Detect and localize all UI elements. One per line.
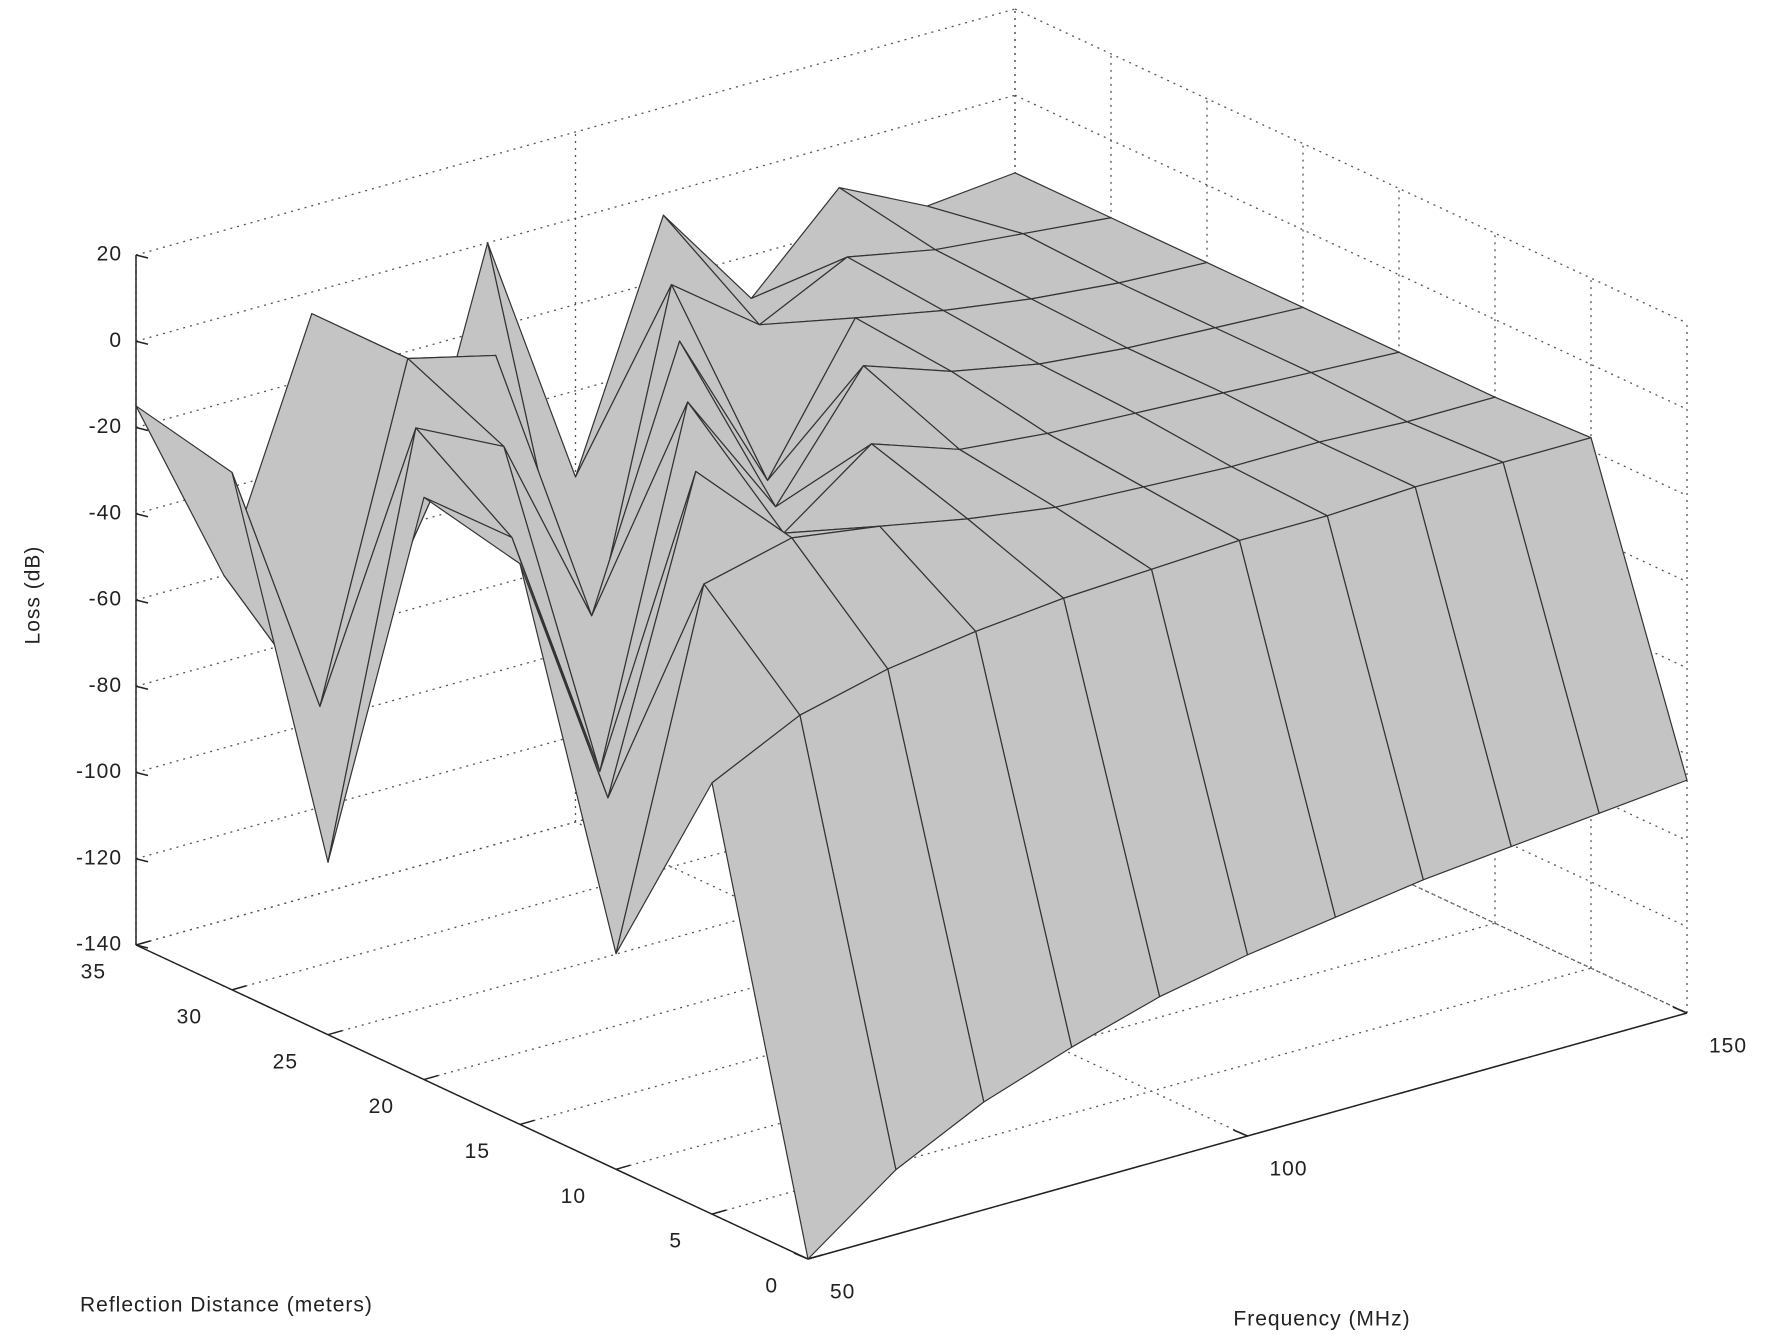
y-tick-label: 20 — [369, 1095, 394, 1118]
z-tick — [135, 254, 149, 259]
y-tick-label: 30 — [177, 1005, 202, 1028]
x-tick-label: 100 — [1270, 1158, 1308, 1181]
y-tick-label: 5 — [669, 1230, 682, 1253]
grid-line — [135, 267, 1016, 515]
z-tick — [135, 858, 149, 863]
z-tick-label: -100 — [76, 760, 122, 783]
z-axis-label: Loss (dB) — [22, 546, 45, 645]
grid-line — [135, 180, 1016, 429]
x-tick — [1233, 1129, 1248, 1137]
x-tick — [1672, 1006, 1688, 1014]
y-tick — [519, 1119, 535, 1126]
y-tick — [135, 940, 151, 946]
x-axis-label: Frequency (MHz) — [1233, 1308, 1410, 1331]
z-tick-label: -60 — [89, 588, 122, 611]
y-axis — [135, 944, 809, 1260]
z-tick — [135, 685, 149, 690]
z-tick — [135, 771, 149, 777]
x-tick-label: 150 — [1709, 1035, 1747, 1058]
grid-line — [231, 743, 1112, 991]
y-axis-label: Reflection Distance (meters) — [80, 1294, 373, 1317]
z-tick — [135, 340, 149, 345]
y-tick — [327, 1029, 343, 1036]
z-tick-label: -20 — [89, 415, 122, 438]
z-tick-label: -140 — [76, 933, 122, 956]
z-tick-label: -40 — [89, 501, 122, 524]
surface-patch — [711, 714, 897, 1260]
y-tick-label: 10 — [561, 1185, 586, 1208]
grid-line — [711, 967, 1592, 1215]
z-tick-label: -120 — [76, 846, 122, 869]
y-tick — [807, 1254, 823, 1260]
y-tick-label: 35 — [81, 961, 106, 984]
z-tick — [135, 944, 149, 949]
z-tick-label: 0 — [109, 329, 122, 352]
y-tick-label: 15 — [465, 1140, 490, 1163]
z-tick — [135, 599, 149, 604]
y-tick — [615, 1164, 631, 1171]
y-tick — [231, 985, 247, 991]
y-tick-label: 0 — [765, 1275, 778, 1298]
y-tick — [711, 1209, 727, 1215]
y-tick — [423, 1074, 439, 1081]
grid-line — [135, 698, 1016, 946]
y-tick-label: 25 — [273, 1050, 298, 1073]
z-tick — [135, 426, 149, 432]
x-tick — [793, 1252, 809, 1260]
grid-line — [135, 8, 1016, 256]
x-tick-label: 50 — [830, 1281, 855, 1304]
z-tick-label: -80 — [89, 674, 122, 697]
z-tick-label: 20 — [97, 243, 122, 266]
z-tick — [135, 513, 149, 518]
